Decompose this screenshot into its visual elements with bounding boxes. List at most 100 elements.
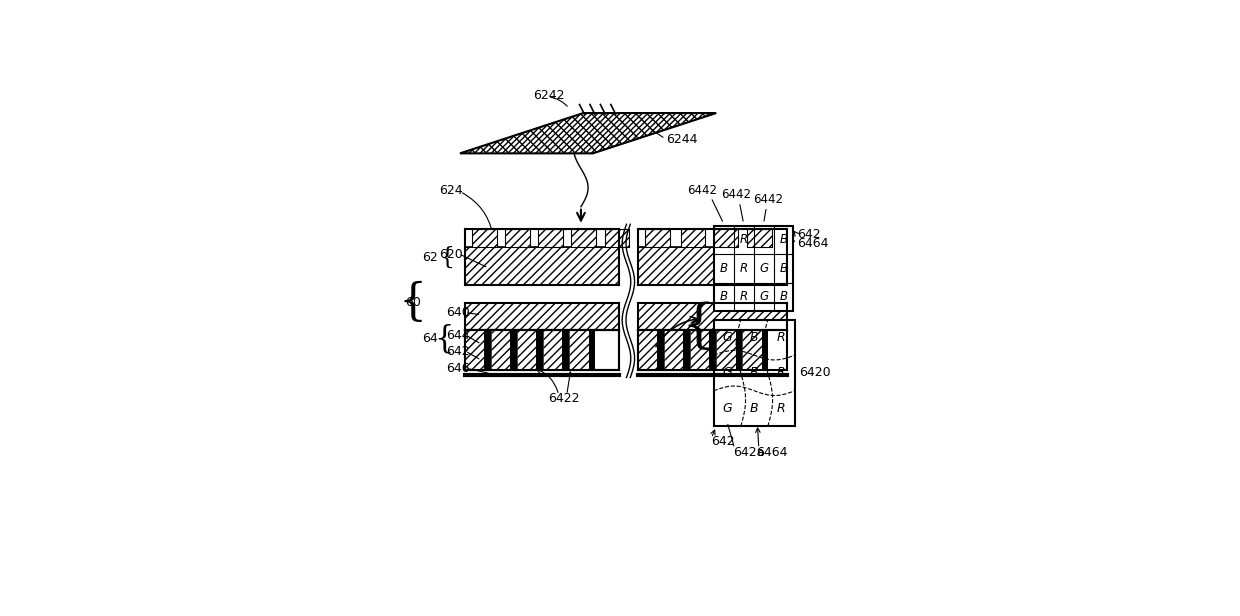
Bar [605, 229, 630, 247]
Bar [511, 330, 517, 370]
Text: 64: 64 [422, 332, 438, 346]
Text: 60: 60 [405, 296, 420, 309]
Bar [637, 302, 787, 330]
Bar [689, 330, 709, 370]
Text: B: B [780, 233, 787, 246]
Text: R: R [777, 402, 786, 415]
Bar [505, 229, 529, 247]
Bar [538, 229, 563, 247]
Text: 642: 642 [712, 435, 735, 448]
Text: G: G [723, 331, 732, 344]
Text: {: { [682, 301, 715, 352]
Text: 6442: 6442 [722, 188, 751, 201]
Text: 6242: 6242 [533, 89, 565, 102]
Text: G: G [759, 290, 768, 303]
Text: 644: 644 [445, 329, 470, 342]
Text: 620: 620 [439, 248, 463, 261]
Text: B: B [780, 290, 787, 303]
Text: 642: 642 [445, 345, 470, 358]
Bar [746, 229, 771, 247]
Bar [543, 330, 563, 370]
Text: 624: 624 [439, 184, 463, 197]
Text: G: G [759, 233, 768, 246]
Bar [484, 330, 491, 370]
Bar [563, 330, 569, 370]
Text: B: B [780, 262, 787, 275]
Bar [572, 229, 596, 247]
Text: B: B [719, 262, 728, 275]
Bar [465, 302, 619, 330]
Bar [714, 320, 795, 426]
Bar [663, 330, 683, 370]
Text: B: B [719, 290, 728, 303]
Bar [637, 330, 657, 370]
Bar [714, 229, 739, 247]
Bar [683, 330, 689, 370]
Bar [645, 229, 670, 247]
Bar [465, 247, 619, 285]
Bar [637, 247, 787, 285]
Bar [743, 330, 761, 370]
Text: {: { [434, 323, 454, 354]
Text: 62: 62 [422, 251, 438, 264]
Bar [637, 330, 787, 370]
Text: {: { [439, 246, 454, 269]
Polygon shape [460, 113, 717, 153]
Text: B: B [750, 331, 759, 344]
Bar [714, 225, 794, 311]
Text: 6422: 6422 [548, 392, 580, 405]
Bar [572, 229, 596, 247]
Bar [465, 302, 619, 330]
Bar [472, 229, 496, 247]
Bar [709, 330, 717, 370]
Bar [717, 330, 735, 370]
Bar [663, 330, 683, 370]
Text: B: B [750, 402, 759, 415]
Bar [681, 229, 706, 247]
Bar [569, 330, 589, 370]
Text: B: B [750, 367, 759, 379]
Text: 6244: 6244 [666, 133, 698, 146]
Text: 646: 646 [445, 362, 470, 375]
Bar [491, 330, 511, 370]
Bar [517, 330, 537, 370]
Bar [743, 330, 761, 370]
Bar [645, 229, 670, 247]
Text: G: G [723, 402, 732, 415]
Bar [714, 229, 739, 247]
Bar [538, 229, 563, 247]
Text: R: R [739, 290, 748, 303]
Text: 6442: 6442 [687, 184, 718, 197]
Bar [491, 330, 511, 370]
Bar [746, 229, 771, 247]
Text: R: R [777, 367, 786, 379]
Bar [717, 330, 735, 370]
Bar [681, 229, 706, 247]
Text: R: R [777, 331, 786, 344]
Text: {: { [398, 280, 427, 323]
Text: R: R [739, 262, 748, 275]
Text: 6464: 6464 [756, 446, 787, 459]
Bar [465, 247, 619, 285]
Text: 6420: 6420 [799, 367, 831, 379]
Bar [735, 330, 743, 370]
Bar [689, 330, 709, 370]
Text: B: B [719, 233, 728, 246]
Text: 642a: 642a [733, 446, 764, 459]
Bar [543, 330, 563, 370]
Bar [657, 330, 663, 370]
Text: 6464: 6464 [797, 237, 828, 250]
Bar [761, 330, 769, 370]
Bar [465, 330, 484, 370]
Text: 640: 640 [445, 307, 470, 320]
Text: G: G [723, 367, 732, 379]
Bar [517, 330, 537, 370]
Text: 6442: 6442 [754, 193, 784, 206]
Bar [537, 330, 543, 370]
Text: R: R [739, 233, 748, 246]
Bar [569, 330, 589, 370]
Bar [637, 302, 787, 330]
Bar [605, 229, 630, 247]
Bar [465, 330, 619, 370]
Bar [465, 330, 484, 370]
